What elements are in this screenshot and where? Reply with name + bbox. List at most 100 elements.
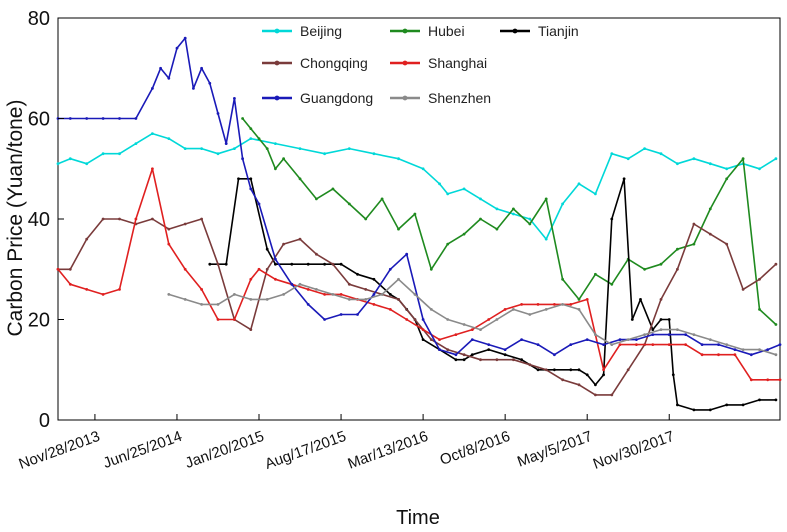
data-point-hubei <box>708 207 712 211</box>
data-point-shenzhen <box>561 303 564 306</box>
data-point-beijing <box>85 162 89 166</box>
y-tick-label: 20 <box>28 310 50 332</box>
data-point-shenzhen <box>528 313 532 316</box>
data-point-chongqing <box>561 378 564 382</box>
data-point-hubei <box>495 227 499 231</box>
data-point-shanghai <box>585 298 589 301</box>
data-point-shenzhen <box>708 338 712 341</box>
data-point-tianjin <box>577 368 581 372</box>
data-point-beijing <box>528 217 532 221</box>
data-point-chongqing <box>676 267 679 271</box>
data-point-chongqing <box>725 242 729 246</box>
data-point-guangdong <box>618 338 622 341</box>
data-point-hubei <box>774 323 778 326</box>
data-point-guangdong <box>717 343 720 346</box>
data-point-beijing <box>323 152 326 156</box>
data-point-shenzhen <box>512 308 515 311</box>
data-point-shanghai <box>602 368 605 372</box>
data-point-shanghai <box>339 293 343 296</box>
data-point-shenzhen <box>200 303 204 306</box>
data-point-shenzhen <box>725 343 729 346</box>
data-point-shenzhen <box>282 293 285 296</box>
data-point-guangdong <box>602 343 605 346</box>
data-point-chongqing <box>68 267 72 271</box>
data-point-hubei <box>241 117 245 120</box>
data-point-guangdong <box>372 293 376 296</box>
data-point-tianjin <box>249 177 253 181</box>
data-point-chongqing <box>118 217 121 221</box>
data-point-shanghai <box>733 353 737 357</box>
data-point-tianjin <box>708 408 712 412</box>
data-point-guangdong <box>151 87 154 90</box>
data-point-chongqing <box>692 222 696 226</box>
data-point-beijing <box>397 157 400 161</box>
data-point-chongqing <box>479 358 482 362</box>
data-point-beijing <box>167 137 171 141</box>
data-point-guangdong <box>667 333 671 336</box>
legend-label-beijing: Beijing <box>300 23 342 39</box>
legend-marker-hubei <box>402 28 408 34</box>
data-point-beijing <box>495 207 499 211</box>
data-point-guangdong <box>470 338 474 341</box>
data-point-hubei <box>643 267 646 271</box>
data-point-shanghai <box>454 333 458 336</box>
data-point-chongqing <box>594 393 597 397</box>
data-point-guangdong <box>684 333 687 336</box>
data-point-beijing <box>692 157 696 161</box>
data-point-hubei <box>725 177 729 181</box>
data-point-tianjin <box>651 328 655 331</box>
data-point-guangdong <box>249 187 253 191</box>
data-point-hubei <box>741 157 745 161</box>
data-point-shanghai <box>323 293 326 296</box>
legend-label-chongqing: Chongqing <box>300 55 368 71</box>
data-point-tianjin <box>774 398 778 402</box>
data-point-shanghai <box>183 267 187 271</box>
data-point-shanghai <box>700 353 704 357</box>
data-point-tianjin <box>421 338 425 341</box>
series-line-shenzhen <box>168 278 777 356</box>
legend-marker-tianjin <box>512 28 518 34</box>
data-point-beijing <box>438 182 441 186</box>
data-point-chongqing <box>298 237 302 241</box>
legend: Beijing Hubei Tianjin Chongqing Shanghai Guan… <box>262 23 579 106</box>
legend-marker-beijing <box>274 28 280 34</box>
data-point-shenzhen <box>741 348 745 351</box>
data-point-tianjin <box>725 403 729 407</box>
data-point-beijing <box>151 132 154 136</box>
data-point-tianjin <box>594 383 597 387</box>
data-point-chongqing <box>183 222 187 226</box>
data-point-beijing <box>233 147 236 151</box>
data-point-shanghai <box>372 303 376 306</box>
data-point-guangdong <box>585 338 589 341</box>
data-point-chongqing <box>282 242 285 246</box>
data-point-shanghai <box>68 282 72 286</box>
data-point-guangdong <box>536 343 540 346</box>
data-point-guangdong <box>323 318 326 321</box>
data-point-guangdong <box>700 343 704 346</box>
data-point-shanghai <box>470 328 474 331</box>
data-point-hubei <box>298 177 302 181</box>
data-point-tianjin <box>659 318 663 321</box>
data-point-guangdong <box>233 97 236 100</box>
data-point-guangdong <box>216 112 220 115</box>
data-point-shenzhen <box>676 328 679 331</box>
data-point-guangdong <box>766 348 770 351</box>
data-point-shanghai <box>167 242 171 246</box>
data-point-shanghai <box>118 288 121 291</box>
data-point-beijing <box>561 202 564 206</box>
data-point-beijing <box>462 187 466 191</box>
data-point-shenzhen <box>446 318 450 321</box>
data-point-tianjin <box>237 177 240 181</box>
data-point-shanghai <box>56 267 60 271</box>
data-point-hubei <box>528 222 532 226</box>
data-point-shanghai <box>134 217 138 221</box>
data-point-hubei <box>692 242 696 246</box>
data-point-chongqing <box>462 353 466 357</box>
data-point-tianjin <box>487 348 491 351</box>
data-point-tianjin <box>265 247 269 251</box>
data-point-shanghai <box>101 293 105 296</box>
data-point-hubei <box>561 277 564 281</box>
data-point-chongqing <box>659 298 663 301</box>
data-point-hubei <box>315 197 318 201</box>
data-point-shanghai <box>520 303 523 306</box>
